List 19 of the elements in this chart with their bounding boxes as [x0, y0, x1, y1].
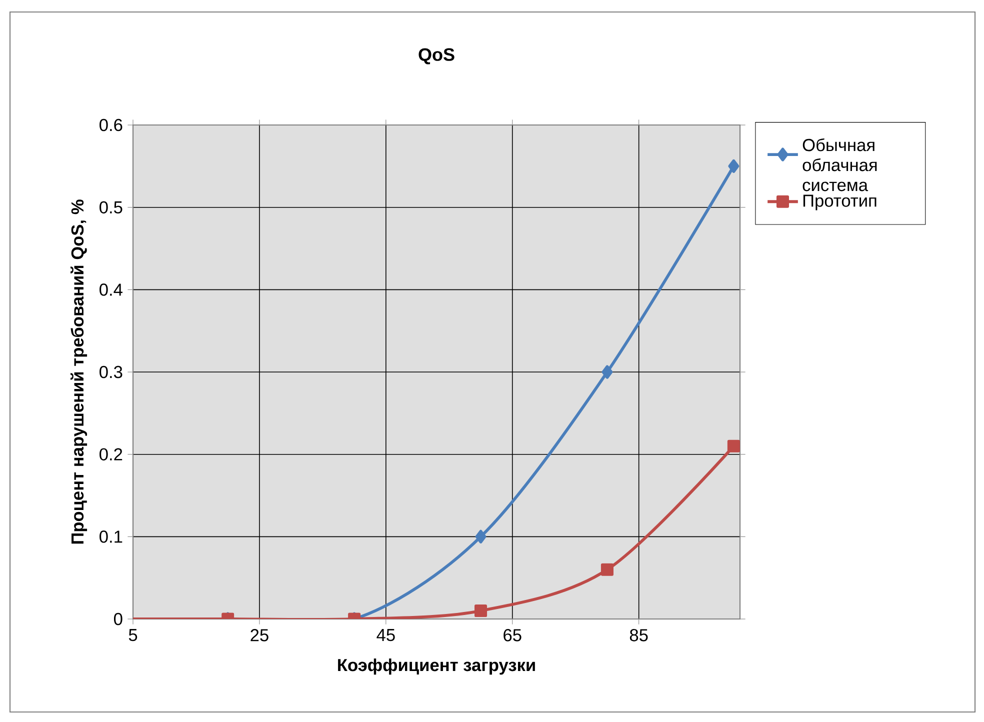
point [475, 530, 486, 544]
x-tick-label: 5 [128, 629, 138, 642]
x-tick-label: 25 [250, 629, 268, 642]
x-tick-label: 85 [630, 629, 648, 642]
x-tick-label: 65 [504, 629, 522, 642]
y-tick-label: 0 [114, 612, 122, 626]
x-tick-label: 45 [376, 629, 395, 642]
legend-label: Обычная облачная система [802, 138, 877, 192]
y-tick-label: 0.6 [100, 118, 122, 132]
y-tick-label: 0.5 [100, 201, 122, 214]
chart-title: QoS [418, 48, 454, 64]
y-tick-label: 0.1 [100, 530, 122, 543]
legend-label: Прототип [803, 194, 876, 210]
y-tick-label: 0.3 [100, 366, 122, 378]
x-axis-title: Коэффициент загрузки [338, 658, 535, 675]
y-tick-label: 0.2 [100, 448, 122, 460]
point [602, 365, 613, 379]
y-axis-title: Процент нарушений требований QoS, % [70, 200, 88, 544]
y-tick-label: 0.4 [100, 284, 122, 296]
